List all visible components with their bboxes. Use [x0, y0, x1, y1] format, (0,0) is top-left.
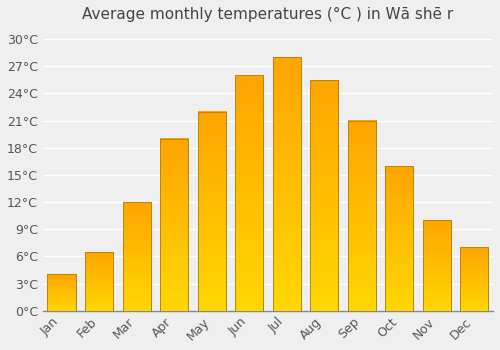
- Bar: [385, 166, 414, 311]
- Title: Average monthly temperatures (°C ) in Wā shē r: Average monthly temperatures (°C ) in Wā…: [82, 7, 454, 22]
- Bar: [160, 139, 188, 311]
- Bar: [235, 75, 263, 311]
- Bar: [272, 57, 301, 311]
- Bar: [422, 220, 451, 311]
- Bar: [85, 252, 113, 311]
- Bar: [460, 247, 488, 311]
- Bar: [122, 202, 150, 311]
- Bar: [48, 274, 76, 311]
- Bar: [198, 112, 226, 311]
- Bar: [310, 80, 338, 311]
- Bar: [348, 121, 376, 311]
